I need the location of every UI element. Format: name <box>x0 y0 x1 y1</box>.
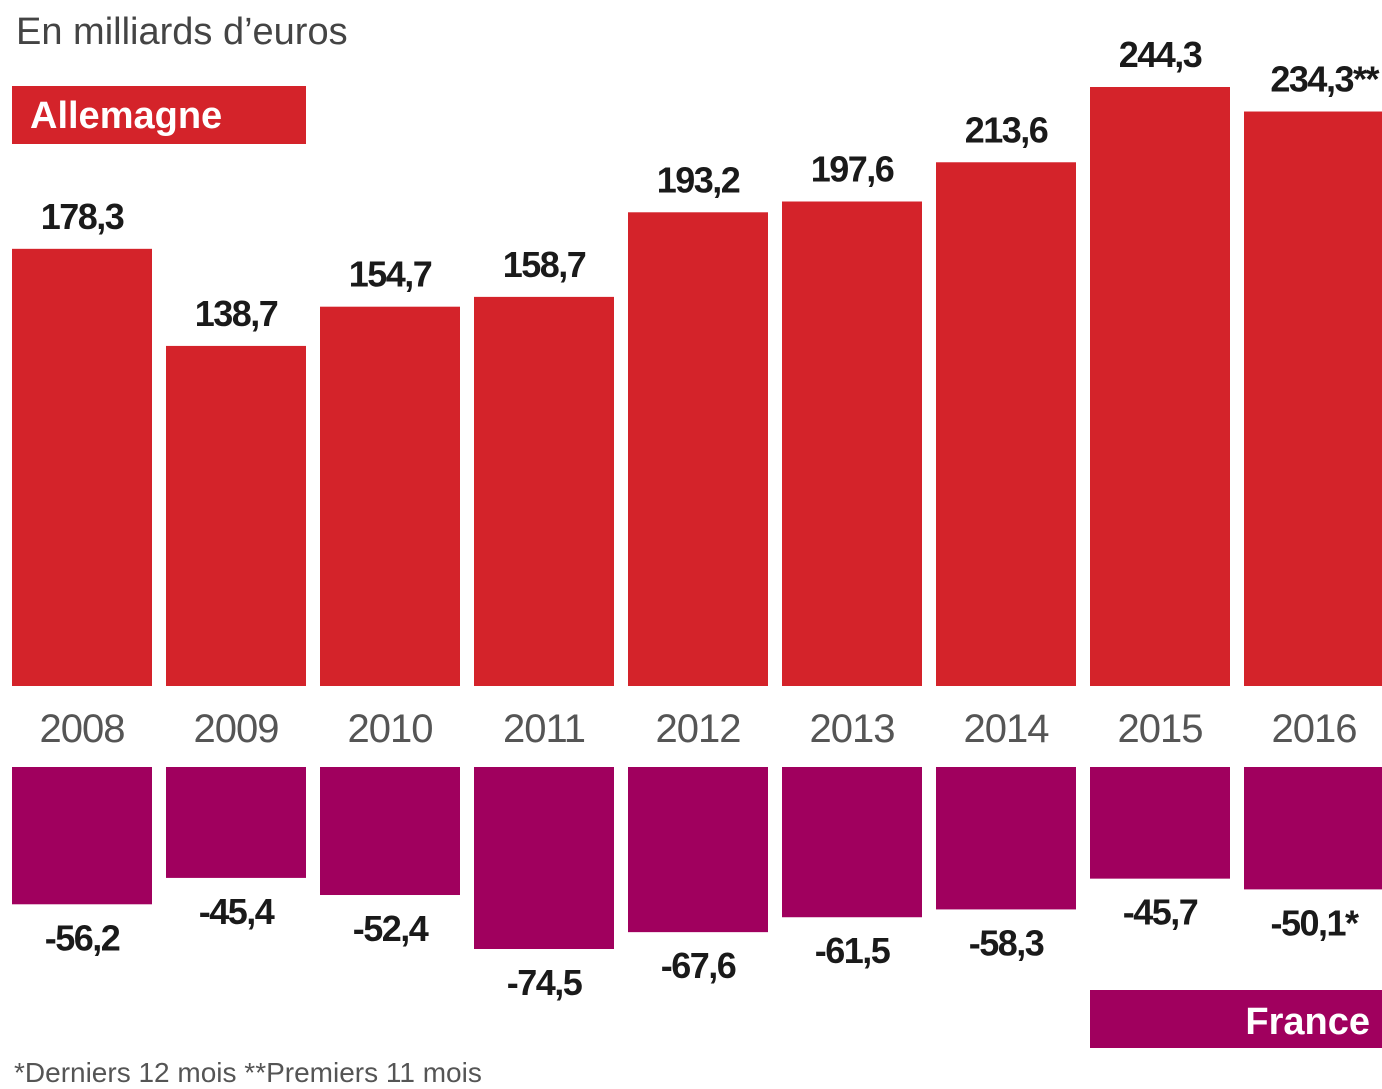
bar-france-2012 <box>628 767 768 933</box>
bar-france-2014 <box>936 767 1076 910</box>
unit-label: En milliards d’euros <box>16 11 348 53</box>
value-label-allemagne-2013: 197,6 <box>811 149 894 190</box>
value-label-allemagne-2008: 178,3 <box>41 196 124 237</box>
value-label-france-2008: -56,2 <box>45 917 120 958</box>
bar-allemagne-2009 <box>166 345 306 686</box>
bar-france-2015 <box>1090 767 1230 879</box>
bar-france-2016 <box>1244 767 1382 890</box>
bar-allemagne-2010 <box>320 306 460 686</box>
bar-allemagne-2012 <box>628 212 768 686</box>
france-bars <box>12 767 1382 949</box>
value-label-allemagne-2012: 193,2 <box>657 159 740 200</box>
value-label-france-2009: -45,4 <box>199 891 275 932</box>
bar-france-2011 <box>474 767 614 949</box>
bar-allemagne-2014 <box>936 162 1076 686</box>
bar-france-2009 <box>166 767 306 878</box>
bar-france-2013 <box>782 767 922 918</box>
value-label-allemagne-2009: 138,7 <box>195 293 278 334</box>
value-label-france-2011: -74,5 <box>507 962 583 1003</box>
footnote: *Derniers 12 mois **Premiers 11 mois <box>14 1057 482 1088</box>
bar-france-2008 <box>12 767 152 905</box>
bar-france-2010 <box>320 767 460 896</box>
bar-allemagne-2013 <box>782 201 922 686</box>
value-label-france-2014: -58,3 <box>969 922 1044 963</box>
value-label-france-2010: -52,4 <box>353 908 429 949</box>
value-label-france-2012: -67,6 <box>661 945 736 986</box>
year-label-2010: 2010 <box>348 707 433 751</box>
value-label-france-2013: -61,5 <box>815 930 891 971</box>
bar-allemagne-2016 <box>1244 111 1382 686</box>
france-value-labels: -56,2 -45,4 -52,4 -74,5 -67,6 -61,5 -58,3 -45,7… <box>45 891 1361 1003</box>
year-labels: 2008 2009 2010 2011 2012 2013 2014 2015 2016 <box>40 707 1358 751</box>
year-label-2012: 2012 <box>656 707 741 751</box>
legend-france-label: France <box>1245 1001 1370 1043</box>
year-label-2015: 2015 <box>1118 707 1203 751</box>
value-label-allemagne-2011: 158,7 <box>503 244 586 285</box>
bar-allemagne-2008 <box>12 248 152 686</box>
value-label-allemagne-2016: 234,3** <box>1270 59 1379 100</box>
year-label-2016: 2016 <box>1272 707 1357 751</box>
bar-allemagne-2015 <box>1090 87 1230 686</box>
year-label-2009: 2009 <box>194 707 279 751</box>
year-label-2011: 2011 <box>503 707 585 751</box>
legend-france-box <box>1090 990 1382 1048</box>
value-label-france-2015: -45,7 <box>1123 892 1198 933</box>
value-label-allemagne-2015: 244,3 <box>1119 34 1202 75</box>
legend-allemagne-box <box>12 86 306 144</box>
bar-allemagne-2011 <box>474 296 614 686</box>
allemagne-bars <box>12 87 1382 686</box>
value-label-allemagne-2014: 213,6 <box>965 109 1048 150</box>
year-label-2008: 2008 <box>40 707 125 751</box>
allemagne-value-labels: 178,3 138,7 154,7 158,7 193,2 197,6 213,6 244,3… <box>41 34 1381 334</box>
legend-allemagne-label: Allemagne <box>30 95 222 137</box>
value-label-france-2016: -50,1* <box>1270 902 1359 943</box>
year-label-2014: 2014 <box>964 707 1050 751</box>
value-label-allemagne-2010: 154,7 <box>349 254 432 295</box>
year-label-2013: 2013 <box>810 707 895 751</box>
